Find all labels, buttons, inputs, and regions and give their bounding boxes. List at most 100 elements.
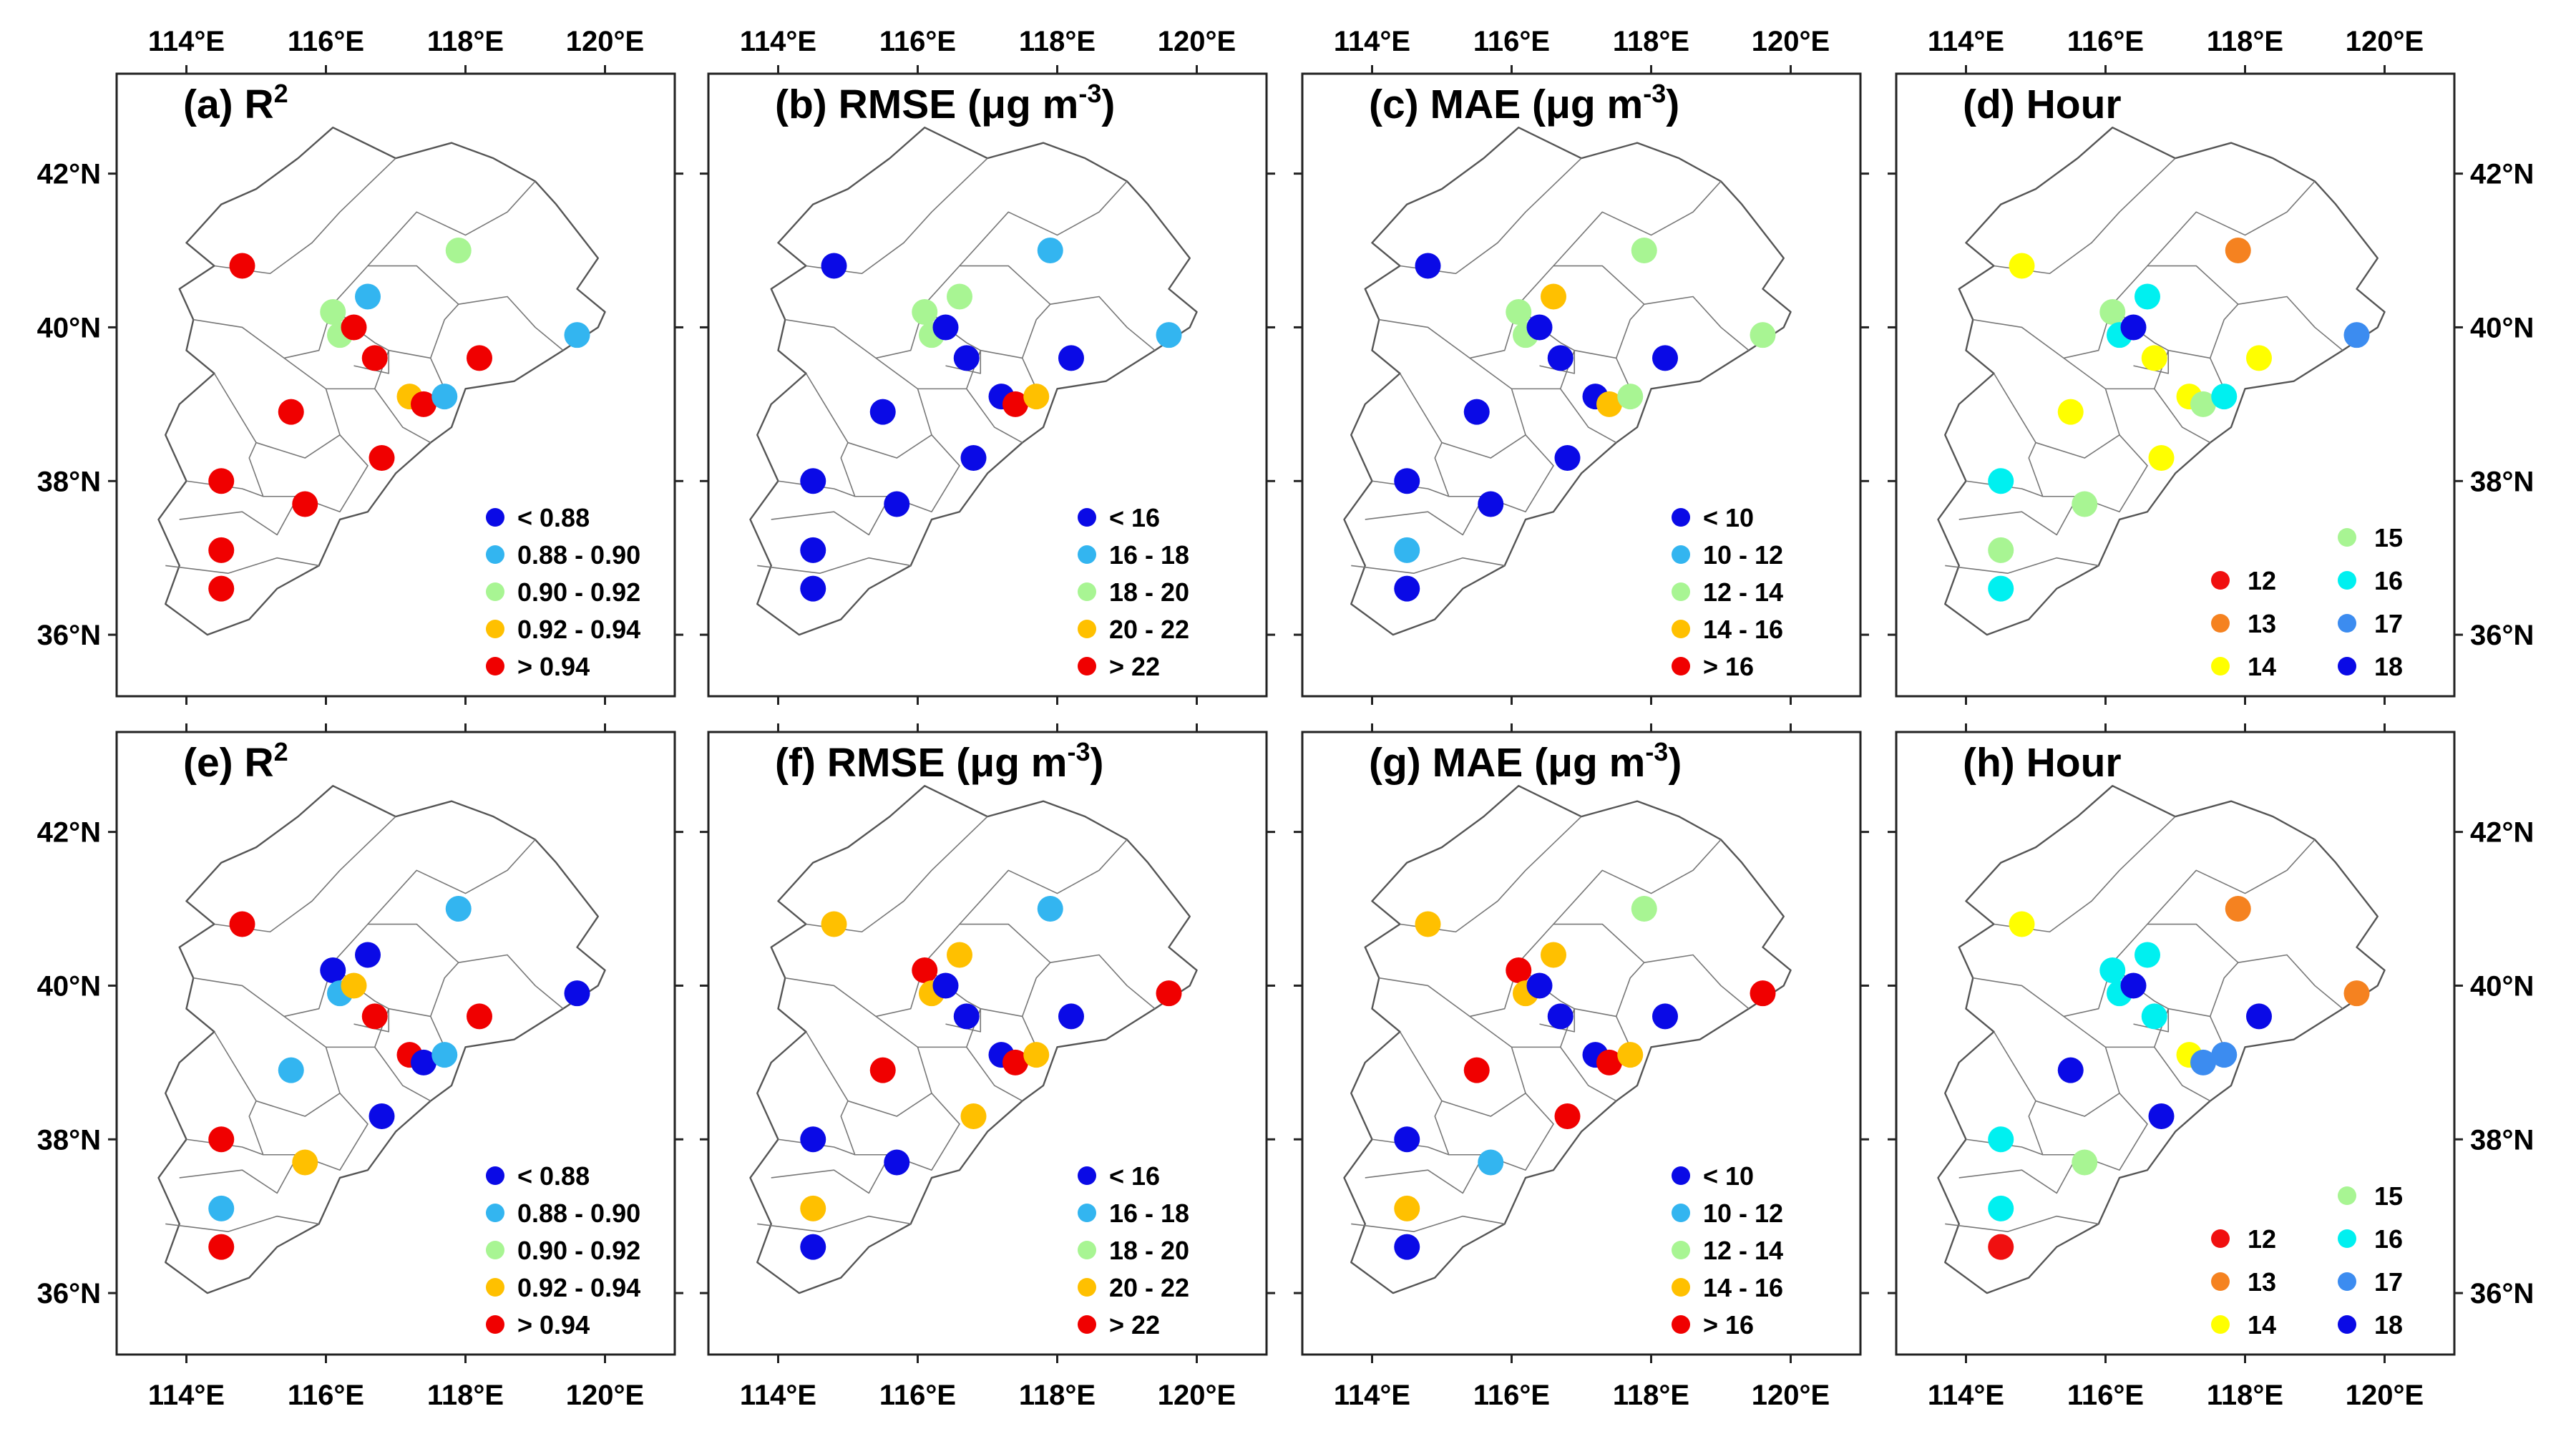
lat-tick-label: 42°N (37, 817, 101, 849)
county-boundary (1365, 496, 1485, 536)
county-boundary (326, 1046, 431, 1102)
lon-tick-label: 118°E (2207, 26, 2283, 57)
legend-label: > 0.94 (517, 1310, 590, 1340)
site-marker (912, 957, 938, 983)
legend-swatch (486, 1315, 504, 1334)
panel-title: (h) Hour (1963, 740, 2122, 786)
legend-swatch (2338, 1315, 2356, 1334)
county-boundary (959, 839, 1128, 925)
county-boundary (917, 1046, 1023, 1102)
county-boundary (165, 557, 319, 574)
legend-swatch (486, 1278, 504, 1297)
panel-title: (e) R2 (183, 737, 288, 786)
site-marker (320, 957, 346, 983)
lat-tick-label: 36°N (2470, 620, 2534, 651)
county-boundary (353, 350, 390, 374)
site-marker (445, 238, 472, 264)
site-marker (208, 575, 235, 602)
legend-label: 13 (2248, 1267, 2276, 1297)
site-marker (800, 537, 826, 563)
county-boundary (805, 1015, 932, 1117)
legend-swatch (1078, 620, 1096, 638)
legend-label: 15 (2374, 523, 2403, 552)
site-marker (2135, 283, 2160, 310)
site-marker (208, 537, 235, 563)
site-marker (2190, 391, 2216, 417)
site-marker (467, 1003, 492, 1030)
site-marker (912, 298, 938, 325)
legend-swatch (1078, 545, 1096, 564)
county-boundary (1966, 480, 2044, 497)
site-marker (292, 1149, 318, 1176)
county-boundary (778, 480, 856, 497)
legend-swatch (2338, 657, 2356, 675)
site-marker (1988, 1234, 2014, 1260)
lon-tick-label: 120°E (1158, 1380, 1236, 1411)
county-boundary (430, 1016, 445, 1048)
legend-label: 16 (2374, 1224, 2403, 1254)
county-boundary (1372, 480, 1450, 497)
site-marker (1156, 322, 1182, 348)
site-marker (2225, 896, 2251, 922)
legend-swatch (486, 545, 504, 564)
legend-swatch (2338, 1186, 2356, 1205)
legend-swatch (1672, 582, 1690, 601)
region-outline (1343, 784, 1792, 1294)
site-marker (1058, 1003, 1084, 1030)
site-marker (2246, 345, 2272, 371)
county-boundary (1022, 1016, 1037, 1048)
legend-label: 13 (2248, 609, 2276, 638)
site-marker (1631, 896, 1657, 922)
site-marker (2009, 911, 2035, 937)
county-boundary (1945, 557, 2099, 574)
panel-title: (g) MAE (μg m-3) (1369, 737, 1682, 786)
region-outline (749, 126, 1198, 636)
panel-title: (b) RMSE (μg m-3) (775, 79, 1115, 127)
legend-label: 18 (2374, 1310, 2403, 1340)
county-boundary (1399, 357, 1526, 459)
lon-tick-label: 118°E (2207, 1380, 2283, 1411)
legend-swatch (1078, 1278, 1096, 1297)
legend-swatch (2211, 1315, 2230, 1334)
legend-label: 18 - 20 (1109, 1236, 1189, 1265)
legend-swatch (2211, 657, 2230, 675)
site-marker (1023, 384, 1050, 410)
lon-tick-label: 120°E (1752, 1380, 1830, 1411)
lon-tick-label: 120°E (566, 1380, 644, 1411)
lon-tick-label: 118°E (427, 1380, 504, 1411)
lat-tick-label: 40°N (37, 312, 101, 343)
legend-swatch (1672, 1315, 1690, 1334)
legend-label: > 16 (1703, 652, 1754, 681)
legend-label: 20 - 22 (1109, 1273, 1189, 1302)
legend-label: 12 (2248, 1224, 2276, 1254)
lon-tick-label: 114°E (740, 26, 816, 57)
county-boundary (1539, 350, 1576, 374)
site-marker (869, 1057, 896, 1083)
county-boundary (1993, 1015, 2120, 1117)
site-marker (1037, 238, 1063, 264)
site-marker (960, 445, 987, 472)
lon-tick-label: 114°E (148, 1380, 225, 1411)
legend-swatch (1078, 657, 1096, 675)
site-marker (208, 1195, 235, 1221)
lon-tick-label: 118°E (1613, 1380, 1689, 1411)
site-marker (1617, 1042, 1644, 1068)
site-marker (1002, 391, 1028, 417)
site-marker (431, 384, 458, 410)
county-boundary (2210, 358, 2225, 389)
region-outline (157, 784, 606, 1294)
lon-tick-label: 114°E (1334, 1380, 1410, 1411)
county-boundary (179, 496, 299, 536)
site-marker (564, 980, 590, 1007)
county-boundary (778, 1138, 856, 1156)
legend-swatch (486, 582, 504, 601)
lon-tick-label: 118°E (1019, 26, 1096, 57)
lon-tick-label: 120°E (566, 26, 644, 57)
lon-tick-label: 118°E (1019, 1380, 1096, 1411)
site-marker (1596, 1049, 1622, 1075)
lon-tick-label: 120°E (2346, 1380, 2424, 1411)
site-marker (278, 399, 304, 425)
legend-label: > 22 (1109, 1310, 1160, 1340)
site-marker (953, 345, 980, 371)
county-boundary (1616, 358, 1631, 389)
